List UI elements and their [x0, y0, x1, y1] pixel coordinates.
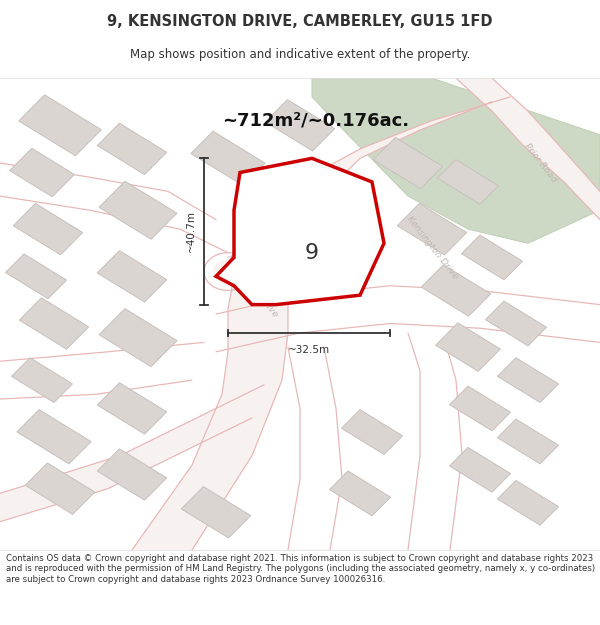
Polygon shape: [10, 148, 74, 197]
Polygon shape: [11, 357, 73, 402]
Polygon shape: [181, 487, 251, 538]
Polygon shape: [456, 78, 600, 219]
Polygon shape: [216, 158, 384, 304]
Polygon shape: [191, 131, 265, 186]
Polygon shape: [437, 159, 499, 204]
Polygon shape: [461, 235, 523, 280]
Polygon shape: [341, 409, 403, 454]
Text: ~40.7m: ~40.7m: [186, 211, 196, 252]
Polygon shape: [99, 181, 177, 239]
Polygon shape: [397, 204, 467, 255]
Polygon shape: [97, 449, 167, 500]
Text: Kensington Drive: Kensington Drive: [225, 253, 279, 319]
Polygon shape: [97, 382, 167, 434]
Polygon shape: [5, 254, 67, 299]
Polygon shape: [373, 138, 443, 189]
Text: Map shows position and indicative extent of the property.: Map shows position and indicative extent…: [130, 48, 470, 61]
Polygon shape: [17, 409, 91, 464]
Text: 9, KENSINGTON DRIVE, CAMBERLEY, GU15 1FD: 9, KENSINGTON DRIVE, CAMBERLEY, GU15 1FD: [107, 14, 493, 29]
Polygon shape: [97, 251, 167, 302]
Polygon shape: [0, 385, 264, 522]
Polygon shape: [497, 481, 559, 525]
Polygon shape: [421, 265, 491, 316]
Polygon shape: [265, 99, 335, 151]
Text: Contains OS data © Crown copyright and database right 2021. This information is : Contains OS data © Crown copyright and d…: [6, 554, 595, 584]
Polygon shape: [449, 386, 511, 431]
Polygon shape: [329, 471, 391, 516]
Text: ~32.5m: ~32.5m: [288, 345, 330, 355]
Polygon shape: [132, 97, 510, 550]
Polygon shape: [449, 448, 511, 492]
Text: Prior Road: Prior Road: [522, 142, 558, 184]
Text: Kensington Drive: Kensington Drive: [405, 215, 459, 281]
Polygon shape: [436, 323, 500, 371]
Circle shape: [213, 260, 243, 283]
Polygon shape: [25, 463, 95, 514]
Text: ~712m²/~0.176ac.: ~712m²/~0.176ac.: [222, 112, 409, 129]
Text: 9: 9: [305, 242, 319, 262]
Polygon shape: [485, 301, 547, 346]
Polygon shape: [497, 357, 559, 402]
Polygon shape: [497, 419, 559, 464]
Polygon shape: [13, 204, 83, 255]
Polygon shape: [312, 78, 600, 243]
Polygon shape: [97, 123, 167, 174]
Polygon shape: [19, 95, 101, 156]
Polygon shape: [99, 309, 177, 367]
Polygon shape: [19, 298, 89, 349]
